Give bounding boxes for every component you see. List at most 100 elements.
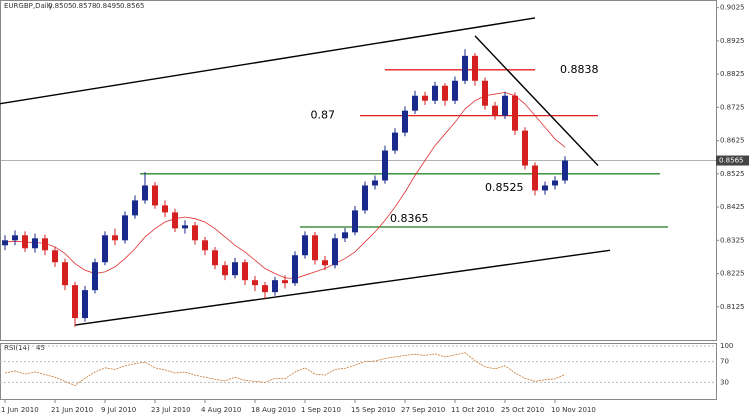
candle-body — [402, 110, 408, 133]
trend-line — [0, 17, 536, 105]
y-tick-label: 0.9025 — [720, 4, 745, 12]
candle-body — [542, 185, 548, 191]
ohlc-open: 0.8505 — [48, 2, 73, 10]
candle-body — [152, 185, 158, 206]
ohlc-close: 0.8565 — [120, 2, 145, 10]
candle-body — [412, 95, 418, 111]
rsi-line — [4, 352, 566, 386]
candle-body — [362, 185, 368, 211]
candle-body — [212, 250, 218, 266]
x-tick-label: 15 Sep 2010 — [351, 406, 395, 414]
candle-body — [382, 150, 388, 181]
x-tick-label: 25 Oct 2010 — [501, 406, 544, 414]
candle-body — [112, 235, 118, 241]
candle-body — [332, 238, 338, 266]
y-tick-label: 0.8825 — [720, 70, 745, 78]
y-tick-label: 0.8425 — [720, 203, 745, 211]
rsi-tick-label: 30 — [720, 378, 729, 386]
candle-body — [272, 280, 278, 293]
x-tick-label: 9 Jul 2010 — [101, 406, 136, 414]
candle-body — [82, 290, 88, 319]
y-tick-label: 0.8725 — [720, 103, 745, 111]
x-tick-label: 4 Aug 2010 — [201, 406, 241, 414]
candle-body — [372, 180, 378, 186]
y-tick-label: 0.8925 — [720, 37, 745, 45]
x-tick-label: 23 Jul 2010 — [151, 406, 191, 414]
y-tick-label: 0.8625 — [720, 137, 745, 145]
trend-line — [74, 249, 611, 326]
candle-body — [472, 55, 478, 81]
trend-line — [474, 35, 599, 166]
chart-title: EURGBP,Daily — [4, 2, 53, 10]
candle-body — [202, 240, 208, 251]
candle-body — [452, 80, 458, 101]
candle-body — [192, 225, 198, 241]
rsi-last: 45 — [36, 344, 45, 352]
candle-body — [392, 132, 398, 151]
candle-body — [422, 95, 428, 101]
candle-body — [232, 262, 238, 276]
level-label: 0.8525 — [485, 181, 524, 194]
candle-body — [122, 215, 128, 241]
candle-body — [162, 205, 168, 213]
candle-body — [62, 262, 68, 286]
candle-body — [352, 210, 358, 233]
ohlc-high: 0.8578 — [72, 2, 97, 10]
x-tick-label: 27 Sep 2010 — [401, 406, 445, 414]
candle-body — [562, 160, 568, 181]
candle-body — [172, 212, 178, 229]
candle-body — [342, 232, 348, 239]
candle-body — [432, 85, 438, 101]
candle-body — [142, 185, 148, 201]
level-label: 0.8365 — [390, 212, 429, 225]
rsi-title: RSI(14) — [4, 344, 30, 352]
candle-body — [222, 265, 228, 276]
candle-body — [32, 238, 38, 249]
candle-body — [322, 260, 328, 266]
candle-body — [132, 200, 138, 216]
candle-body — [552, 180, 558, 186]
candle-body — [442, 85, 448, 101]
x-tick-label: 1 Sep 2010 — [301, 406, 341, 414]
rsi-panel — [0, 343, 717, 400]
current-price-box — [716, 155, 749, 166]
candle-body — [312, 235, 318, 261]
candle-body — [102, 235, 108, 263]
y-tick-label: 0.8125 — [720, 303, 745, 311]
candle-body — [492, 105, 498, 116]
candle-body — [12, 235, 18, 241]
candle-body — [52, 250, 58, 263]
x-tick-label: 18 Aug 2010 — [251, 406, 296, 414]
candle-body — [2, 240, 8, 246]
candle-body — [462, 55, 468, 81]
candle-body — [182, 225, 188, 229]
x-tick-label: 10 Nov 2010 — [551, 406, 596, 414]
level-label: 0.87 — [311, 109, 336, 122]
y-tick-label: 0.8325 — [720, 236, 745, 244]
candle-body — [242, 262, 248, 281]
ohlc-low: 0.8495 — [96, 2, 121, 10]
candle-body — [72, 285, 78, 319]
x-tick-label: 21 Jun 2010 — [51, 406, 93, 414]
current-price-label: 0.8565 — [719, 157, 744, 165]
y-tick-label: 0.8225 — [720, 270, 745, 278]
candle-body — [512, 95, 518, 131]
rsi-tick-label: 70 — [720, 358, 729, 366]
level-label: 0.8838 — [560, 63, 599, 76]
y-tick-label: 0.8525 — [720, 170, 745, 178]
x-tick-label: 1 Jun 2010 — [1, 406, 39, 414]
candle-body — [482, 80, 488, 106]
x-tick-label: 11 Oct 2010 — [451, 406, 494, 414]
candle-body — [282, 280, 288, 284]
main-panel — [0, 0, 717, 341]
candle-body — [502, 95, 508, 116]
candle-body — [302, 235, 308, 256]
candle-body — [532, 165, 538, 191]
candle-body — [42, 238, 48, 251]
candle-body — [22, 235, 28, 249]
candle-body — [252, 280, 258, 286]
rsi-tick-label: 100 — [720, 342, 733, 350]
candle-body — [522, 130, 528, 166]
candle-body — [292, 255, 298, 284]
candle-body — [92, 262, 98, 291]
